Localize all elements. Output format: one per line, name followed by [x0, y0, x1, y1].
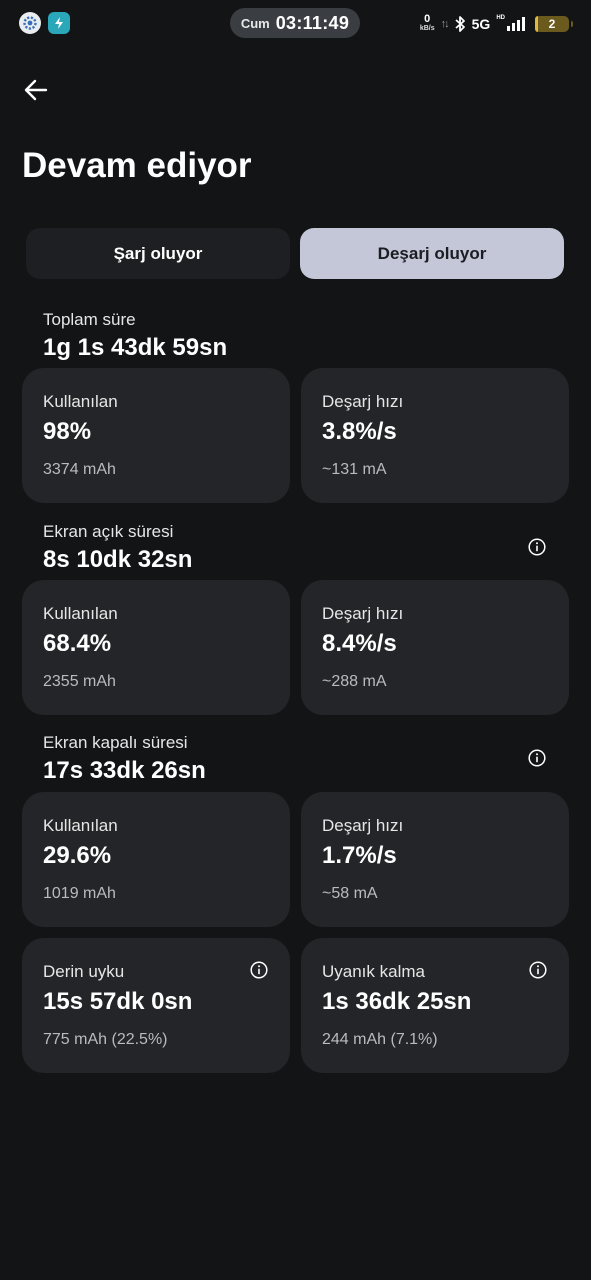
- status-bar: Cum 03:11:49 0 kB/s ↑↓ 5G HD 2: [0, 0, 591, 48]
- total-time-value: 1g 1s 43dk 59sn: [43, 334, 228, 361]
- card-label: Kullanılan: [43, 604, 118, 623]
- card-value: 15s 57dk 0sn: [43, 988, 193, 1015]
- bluetooth-icon: [455, 16, 465, 32]
- tab-discharging[interactable]: Deşarj oluyor: [300, 228, 564, 279]
- card-label: Deşarj hızı: [322, 604, 404, 623]
- card-subvalue: 244 mAh (7.1%): [322, 1031, 438, 1048]
- clock-time: 03:11:49: [275, 12, 350, 33]
- total-rate-card: Deşarj hızı 3.8%/s ~131 mA: [301, 368, 569, 503]
- card-label: Uyanık kalma: [322, 962, 425, 981]
- total-time-label: Toplam süre: [43, 310, 136, 329]
- info-icon[interactable]: [529, 961, 547, 979]
- screen-on-used-card: Kullanılan 68.4% 2355 mAh: [22, 580, 290, 715]
- deep-sleep-card: Derin uyku 15s 57dk 0sn 775 mAh (22.5%): [22, 938, 290, 1073]
- card-label: Kullanılan: [43, 392, 118, 411]
- total-used-card: Kullanılan 98% 3374 mAh: [22, 368, 290, 503]
- tab-charging[interactable]: Şarj oluyor: [26, 228, 290, 279]
- clock-pill: Cum 03:11:49: [230, 8, 360, 38]
- card-subvalue: ~131 mA: [322, 461, 387, 478]
- screen-on-value: 8s 10dk 32sn: [43, 546, 193, 573]
- card-value: 98%: [43, 418, 92, 445]
- card-label: Deşarj hızı: [322, 816, 404, 835]
- back-button[interactable]: [18, 72, 54, 108]
- screen-on-rate-card: Deşarj hızı 8.4%/s ~288 mA: [301, 580, 569, 715]
- screen-off-label: Ekran kapalı süresi: [43, 733, 188, 752]
- card-label: Derin uyku: [43, 962, 125, 981]
- card-value: 8.4%/s: [322, 630, 397, 657]
- settings-app-icon: [19, 12, 41, 34]
- network-speed: 0 kB/s: [419, 13, 435, 33]
- card-label: Kullanılan: [43, 816, 118, 835]
- network-type: 5G: [471, 16, 491, 32]
- page-title: Devam ediyor: [22, 146, 252, 185]
- card-value: 68.4%: [43, 630, 112, 657]
- arrow-left-icon: [24, 79, 48, 101]
- data-arrows-icon: ↑↓: [440, 18, 450, 30]
- network-speed-unit: kB/s: [419, 25, 435, 32]
- battery-icon: 2: [535, 16, 573, 32]
- card-subvalue: 3374 mAh: [43, 461, 116, 478]
- screen-off-used-card: Kullanılan 29.6% 1019 mAh: [22, 792, 290, 927]
- screen-off-value: 17s 33dk 26sn: [43, 757, 206, 784]
- hd-label: HD: [496, 15, 505, 21]
- card-value: 29.6%: [43, 842, 112, 869]
- info-icon[interactable]: [528, 749, 546, 767]
- clock-day: Cum: [240, 15, 270, 31]
- battery-level: 2: [548, 17, 556, 31]
- card-subvalue: ~288 mA: [322, 673, 387, 690]
- info-icon[interactable]: [250, 961, 268, 979]
- screen-off-rate-card: Deşarj hızı 1.7%/s ~58 mA: [301, 792, 569, 927]
- card-subvalue: 775 mAh (22.5%): [43, 1031, 168, 1048]
- card-subvalue: 2355 mAh: [43, 673, 116, 690]
- awake-card: Uyanık kalma 1s 36dk 25sn 244 mAh (7.1%): [301, 938, 569, 1073]
- card-label: Deşarj hızı: [322, 392, 404, 411]
- network-speed-value: 0: [424, 13, 431, 25]
- screen-on-label: Ekran açık süresi: [43, 522, 174, 541]
- card-value: 1.7%/s: [322, 842, 397, 869]
- card-value: 3.8%/s: [322, 418, 397, 445]
- signal-icon: [507, 17, 525, 31]
- info-icon[interactable]: [528, 538, 546, 556]
- lightning-app-icon: [48, 12, 70, 34]
- card-subvalue: 1019 mAh: [43, 885, 116, 902]
- card-subvalue: ~58 mA: [322, 885, 378, 902]
- card-value: 1s 36dk 25sn: [322, 988, 472, 1015]
- status-icons: 0 kB/s ↑↓ 5G HD 2: [419, 12, 573, 36]
